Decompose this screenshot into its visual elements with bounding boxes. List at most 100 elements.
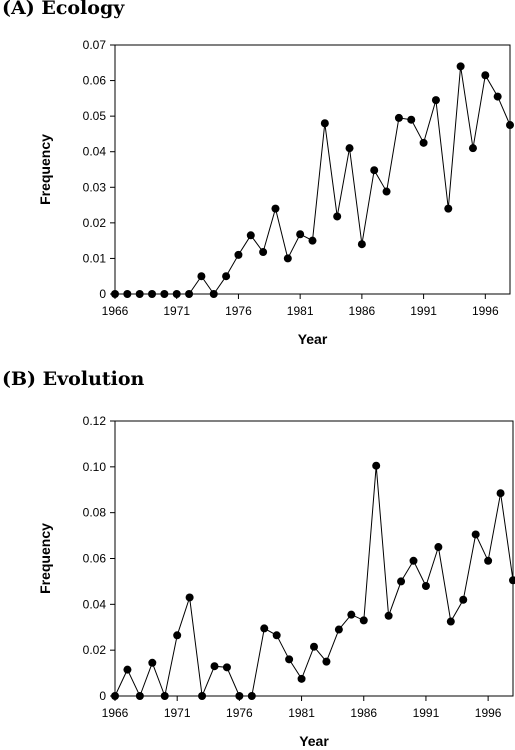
chart2-y-axis-title: Frequency [37,523,53,594]
chart2-data-point [496,489,505,498]
chart1-x-tick-label: 1996 [472,304,499,318]
chart1-data-point [135,290,144,298]
chart2-data-point [397,577,406,586]
chart2-y-tick-label: 0.10 [83,460,107,474]
chart1-data-point [419,138,428,147]
chart1-data-point [222,272,231,281]
chart1-data-point [234,250,243,259]
chart1-data-point [246,231,255,240]
chart2-data-point [185,593,194,602]
chart1-data-point [296,230,305,239]
chart2-data-point [347,610,356,619]
panel-title-ecology: (A) Ecology [2,0,125,19]
chart1-y-tick-label: 0.02 [83,216,107,230]
chart1-plot-frame [114,44,511,295]
chart2-data-point [210,662,219,671]
chart2-data-point [384,611,393,620]
chart1-data-point [172,290,181,298]
chart1-data-point [283,254,292,263]
chart1-x-tick-label: 1981 [287,304,314,318]
chart2-data-point [297,674,306,683]
chart1-data-point [209,290,218,298]
chart1-x-tick-label: 1986 [349,304,376,318]
chart2-x-tick-label: 1971 [164,706,191,720]
chart2-x-tick-label: 1991 [413,706,440,720]
chart2-data-point [359,616,368,625]
chart2-data-point [334,625,343,634]
chart1-y-tick-label: 0.01 [83,251,107,265]
chart2-data-point [484,556,493,565]
chart1-data-point [357,240,366,249]
chart2-data-point [446,617,455,626]
chart1-data-point [197,272,206,281]
chart1-series-line [115,66,511,295]
chart2-data-point [434,543,443,552]
chart1-data-point [185,290,194,298]
chart1-y-tick-label: 0.03 [83,180,107,194]
chart2-data-point [148,658,157,667]
chart2-data-point [160,692,169,700]
chart1-y-tick-label: 0.05 [83,109,107,123]
chart2-data-point [260,624,269,633]
chart2-data-point [372,461,381,470]
chart2-x-tick-label: 1986 [350,706,377,720]
chart1-y-tick-label: 0 [99,287,106,301]
chart2-data-point [459,595,468,604]
chart1-data-point [468,144,477,153]
chart2-data-point [222,663,231,672]
chart2-data-point [135,692,144,700]
chart2-y-tick-label: 0 [99,689,106,703]
chart2-x-tick-label: 1981 [288,706,315,720]
chart1-data-point [111,290,119,298]
chart2-data-point [322,657,331,666]
chart2-data-point [310,642,318,651]
chart1-data-point [333,212,342,221]
chart1-data-point [431,96,440,105]
chart1-data-point [370,166,379,175]
chart1-x-tick-label: 1976 [225,304,252,318]
chart2-data-point [509,576,515,585]
chart2-y-tick-label: 0.02 [83,643,107,657]
chart2-y-tick-label: 0.04 [83,597,107,611]
chart2-data-point [409,556,418,565]
chart1-data-point [308,236,317,245]
chart1-data-point [259,248,268,257]
chart1-data-point [394,113,403,122]
chart1-data-point [407,115,416,124]
chart1-data-point [160,290,169,298]
chart1-data-point [345,144,354,153]
chart2-data-point [272,631,281,640]
chart2-y-tick-label: 0.08 [83,506,107,520]
chart1-data-point [320,119,329,128]
chart2-x-axis-title: Year [299,733,329,749]
chart1-data-point [444,204,453,213]
chart1-y-tick-label: 0.07 [83,38,107,52]
chart1-data-point [481,71,490,80]
chart1-data-point [148,290,157,298]
chart1-data-point [382,187,391,196]
chart1-data-point [493,92,502,101]
chart2-plot-frame [114,420,514,697]
chart1-y-tick-label: 0.06 [83,74,107,88]
chart2-x-tick-label: 1966 [102,706,129,720]
chart2-data-point [198,692,207,700]
chart2-data-point [247,692,256,700]
chart1-y-tick-label: 0.04 [83,145,107,159]
panel-title-evolution: (B) Evolution [2,368,145,390]
chart1-y-axis-title: Frequency [37,134,53,205]
chart2-data-point [173,631,182,640]
chart2-y-tick-label: 0.12 [83,414,107,428]
chart1-data-point [506,121,514,130]
chart2-data-point [235,692,244,700]
chart2-data-point [421,582,430,590]
chart2-data-point [123,665,132,674]
chart1-data-point [456,62,465,71]
chart2-y-tick-label: 0.06 [83,552,107,566]
chart1-x-tick-label: 1991 [410,304,437,318]
chart1-data-point [123,290,132,298]
chart1-x-axis-title: Year [298,331,328,347]
chart2-x-tick-label: 1976 [226,706,253,720]
chart1-x-tick-label: 1966 [102,304,129,318]
chart2-data-point [285,655,294,664]
